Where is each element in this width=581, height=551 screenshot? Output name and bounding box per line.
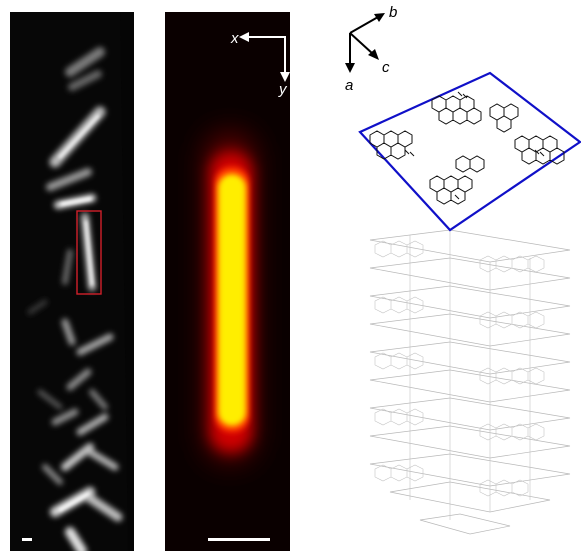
axis-c-label: c bbox=[382, 59, 390, 76]
xy-axes bbox=[239, 32, 290, 82]
scale-bar bbox=[208, 538, 270, 541]
axis-y-label: y bbox=[279, 81, 287, 98]
axis-x-label: x bbox=[231, 30, 239, 47]
scale-bar bbox=[22, 538, 32, 541]
single-crystal-image bbox=[165, 12, 290, 551]
axis-a-label: a bbox=[345, 77, 354, 94]
hot-colormap-image-panel: x y bbox=[165, 12, 290, 551]
abc-axes bbox=[345, 13, 385, 73]
crystal-structure-panel: b a c bbox=[330, 0, 581, 551]
unit-cell-outline bbox=[358, 71, 581, 232]
axis-b-label: b bbox=[389, 4, 398, 21]
region-of-interest-box bbox=[76, 210, 102, 295]
crystals-image bbox=[22, 12, 134, 551]
microscope-image-panel bbox=[10, 12, 134, 551]
structure-diagram bbox=[345, 13, 581, 535]
perylene-molecule-icon bbox=[369, 91, 565, 205]
